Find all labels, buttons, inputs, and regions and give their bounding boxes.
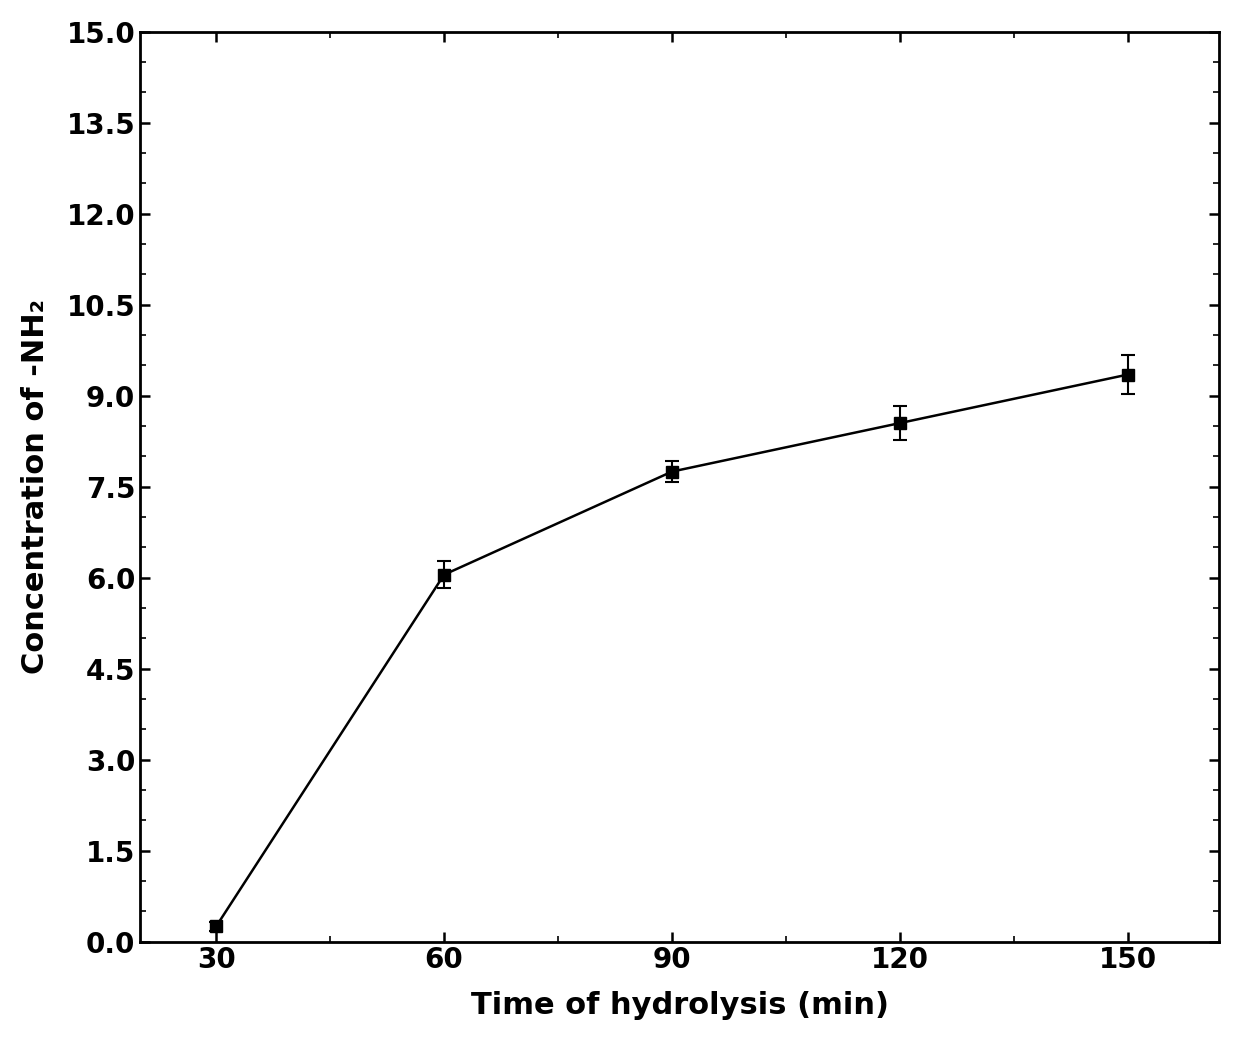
X-axis label: Time of hydrolysis (min): Time of hydrolysis (min) [471,991,889,1020]
Y-axis label: Concentration of -NH₂: Concentration of -NH₂ [21,299,50,675]
